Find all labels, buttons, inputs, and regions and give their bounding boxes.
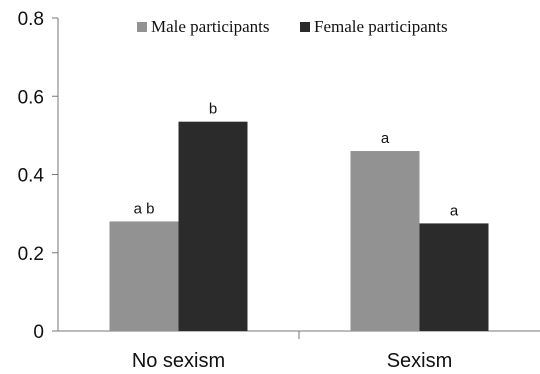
y-tick-label: 0.8 — [18, 9, 44, 30]
y-tick-label: 0 — [33, 322, 44, 343]
x-tick-label: Sexism — [387, 350, 453, 372]
y-tick-label: 0.6 — [18, 87, 44, 108]
bar — [350, 151, 420, 331]
x-tick-label: No sexism — [132, 350, 225, 372]
y-tick-label: 0.4 — [18, 166, 45, 187]
bar — [109, 221, 179, 331]
legend-swatch — [137, 22, 147, 32]
legend-swatch — [300, 22, 310, 32]
legend-label: Female participants — [314, 17, 448, 36]
bars: a b b a a — [109, 101, 489, 332]
legend-label: Male participants — [151, 17, 270, 36]
data-label: a — [381, 130, 390, 147]
legend: Male participants Female participants — [137, 17, 448, 36]
bar — [178, 121, 248, 332]
x-axis: No sexism Sexism — [58, 330, 540, 372]
data-label: a — [450, 202, 459, 219]
bar — [419, 223, 489, 331]
data-label: a b — [134, 200, 155, 217]
y-tick-label: 0.2 — [18, 244, 44, 265]
y-axis: 0 0.2 0.4 0.6 0.8 — [18, 9, 59, 343]
data-label: b — [209, 101, 217, 118]
